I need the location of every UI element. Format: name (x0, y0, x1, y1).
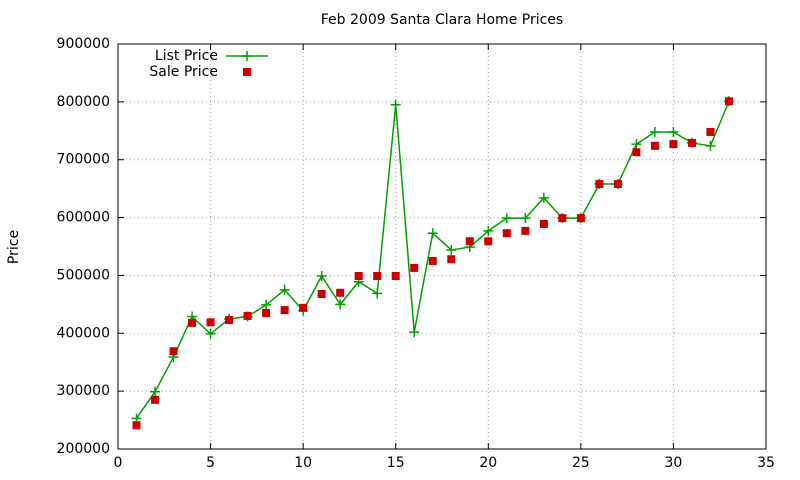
data-point (317, 289, 326, 298)
data-point (336, 288, 345, 297)
chart-title: Feb 2009 Santa Clara Home Prices (321, 12, 563, 28)
data-point (391, 272, 400, 281)
data-point (354, 272, 363, 281)
x-tick-label: 30 (665, 455, 683, 471)
y-tick-label: 700000 (57, 152, 110, 168)
y-tick-label: 500000 (57, 267, 110, 283)
plot-frame (117, 43, 767, 450)
data-point (649, 126, 660, 137)
data-point (521, 226, 530, 235)
legend-marker (242, 51, 252, 61)
data-point (465, 237, 474, 246)
data-point (335, 299, 346, 310)
x-tick-label: 35 (757, 455, 775, 471)
data-point (373, 272, 382, 281)
data-point (299, 303, 308, 312)
data-point (502, 229, 511, 238)
data-point (410, 263, 419, 272)
data-point (151, 395, 160, 404)
data-point (243, 311, 252, 320)
data-point (169, 347, 178, 356)
y-tick-label: 900000 (57, 36, 110, 52)
data-point (132, 421, 141, 430)
data-point (632, 148, 641, 157)
data-point (668, 126, 679, 137)
x-tick-label: 10 (294, 455, 312, 471)
y-tick-label: 600000 (57, 210, 110, 226)
data-point (687, 138, 696, 147)
y-tick-label: 400000 (57, 325, 110, 341)
y-axis-label: Price (6, 230, 22, 264)
data-point (520, 213, 531, 224)
data-point (427, 228, 438, 239)
data-point (631, 139, 642, 150)
data-point (447, 255, 456, 264)
y-tick-label: 300000 (57, 383, 110, 399)
data-point (261, 299, 272, 310)
data-point (501, 213, 512, 224)
data-point (428, 256, 437, 265)
data-point (483, 225, 494, 236)
data-point (484, 237, 493, 246)
x-tick-label: 15 (387, 455, 405, 471)
x-tick-label: 25 (572, 455, 590, 471)
data-point (706, 127, 715, 136)
data-point (390, 99, 401, 110)
data-point (280, 306, 289, 315)
data-point (206, 318, 215, 327)
data-point (539, 219, 548, 228)
data-point (279, 284, 290, 295)
legend-label: List Price (155, 48, 218, 64)
data-point (316, 271, 327, 282)
data-point (650, 141, 659, 150)
data-point (538, 192, 549, 203)
x-tick-label: 5 (206, 455, 215, 471)
legend-label: Sale Price (149, 64, 218, 80)
data-point (724, 97, 733, 106)
data-point (409, 327, 420, 338)
data-point (669, 140, 678, 149)
data-point (262, 309, 271, 318)
legend-marker (243, 68, 251, 76)
data-point (558, 214, 567, 223)
data-point (188, 318, 197, 327)
data-point (205, 328, 216, 339)
y-tick-label: 200000 (57, 441, 110, 457)
data-point (705, 140, 716, 151)
data-point (372, 288, 383, 299)
data-point (613, 180, 622, 189)
data-point (225, 315, 234, 324)
data-point (576, 214, 585, 223)
y-tick-label: 800000 (57, 94, 110, 110)
data-point (595, 180, 604, 189)
data-point (446, 244, 457, 255)
x-tick-label: 0 (114, 455, 123, 471)
x-tick-label: 20 (479, 455, 497, 471)
data-point (150, 386, 161, 397)
